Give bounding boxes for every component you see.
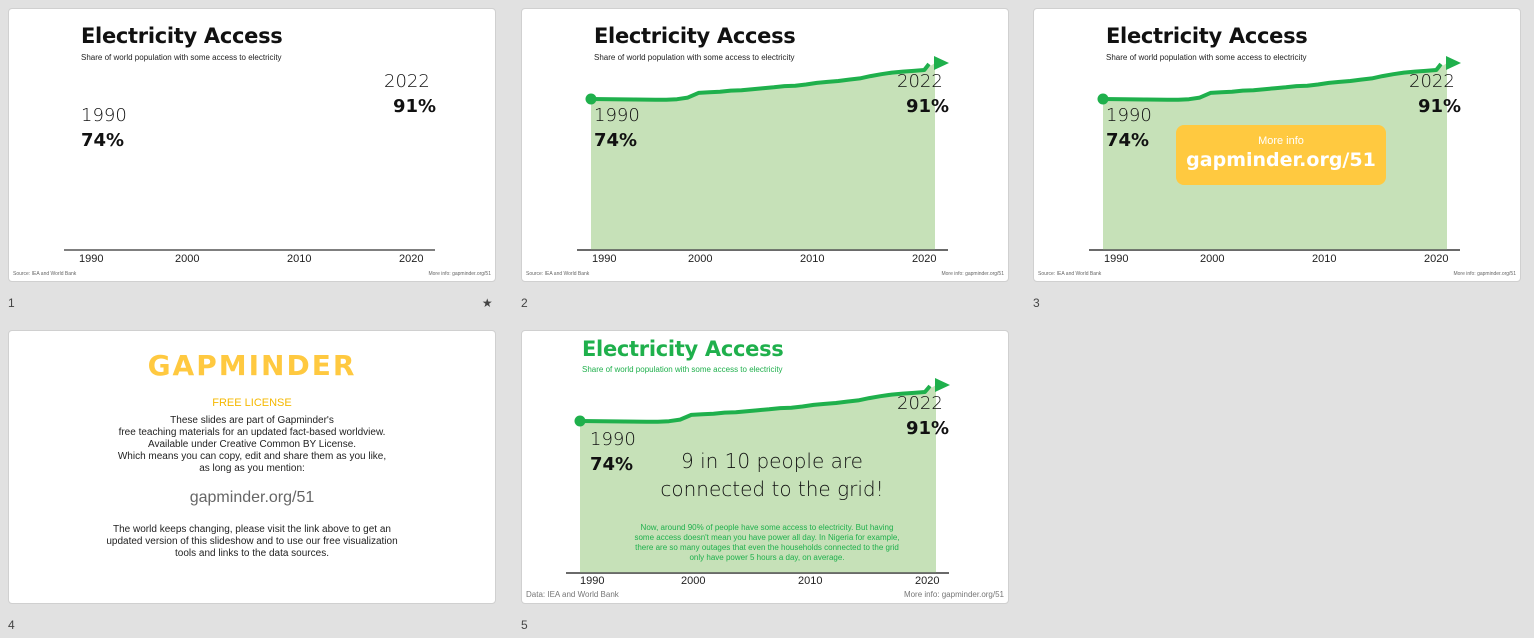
slide-thumbnail-2[interactable]: Electricity Access Share of world popula…: [521, 8, 1009, 282]
tick-label: 2020: [915, 575, 940, 587]
slide-number-2: 2: [521, 296, 528, 310]
tick-label: 1990: [79, 253, 104, 265]
arrow-head: [934, 56, 949, 70]
slide-number-4: 4: [8, 618, 15, 632]
source-note: Source: IEA and World Bank: [526, 271, 590, 277]
slide-subtitle: Share of world population with some acce…: [81, 53, 282, 62]
license-footer-line: updated version of this slideshow and to…: [106, 536, 398, 547]
area-fill: [591, 63, 935, 250]
slide-number-3: 3: [1033, 296, 1040, 310]
end-value-label: 91%: [1418, 96, 1462, 117]
tick-label: 2020: [912, 253, 937, 265]
tick-label: 2000: [688, 253, 713, 265]
end-year-label: 2022: [897, 71, 943, 92]
slide-number-5: 5: [521, 618, 528, 632]
end-year-label: 2022: [897, 393, 943, 414]
slide-number-1: 1: [8, 296, 15, 310]
license-heading: FREE LICENSE: [212, 397, 292, 409]
more-info-note: More info: gapminder.org/51: [941, 271, 1004, 277]
license-text-line: Available under Creative Common BY Licen…: [147, 439, 357, 450]
tick-label: 2010: [800, 253, 825, 265]
more-info-url[interactable]: gapminder.org/51: [1186, 149, 1376, 171]
slide-title: Electricity Access: [1106, 24, 1308, 48]
detail-line: only have power 5 hours a day, on averag…: [689, 553, 845, 562]
star-icon[interactable]: ★: [478, 296, 493, 310]
license-url[interactable]: gapminder.org/51: [189, 489, 315, 506]
source-note: Source: IEA and World Bank: [13, 271, 77, 277]
slide-title: Electricity Access: [582, 337, 784, 361]
tick-label: 2010: [1312, 253, 1337, 265]
start-year-label: 1990: [81, 105, 127, 126]
end-value-label: 91%: [906, 418, 950, 439]
license-text-line: These slides are part of Gapminder's: [170, 415, 334, 426]
start-year-label: 1990: [590, 429, 636, 450]
slide-thumbnail-5[interactable]: Electricity Access Share of world popula…: [521, 330, 1009, 604]
license-footer-line: The world keeps changing, please visit t…: [113, 524, 391, 535]
headline-line: 9 in 10 people are: [681, 449, 863, 473]
tick-label: 1990: [580, 575, 605, 587]
tick-label: 2020: [399, 253, 424, 265]
start-year-label: 1990: [1106, 105, 1152, 126]
tick-label: 2010: [287, 253, 312, 265]
slide-subtitle: Share of world population with some acce…: [594, 53, 795, 62]
end-value-label: 91%: [906, 96, 950, 117]
source-note: Data: IEA and World Bank: [526, 590, 619, 599]
headline-line: connected to the grid!: [660, 477, 884, 501]
end-year-label: 2022: [1409, 71, 1455, 92]
more-info-note: More info: gapminder.org/51: [1453, 271, 1516, 277]
slide-subtitle: Share of world population with some acce…: [1106, 53, 1307, 62]
license-text-line: free teaching materials for an updated f…: [118, 427, 386, 438]
detail-line: there are so many outages that even the …: [635, 543, 899, 552]
area-fill: [580, 385, 936, 573]
tick-label: 1990: [592, 253, 617, 265]
tick-label: 2000: [1200, 253, 1225, 265]
tick-label: 2000: [175, 253, 200, 265]
more-info-box[interactable]: More info gapminder.org/51: [1176, 125, 1386, 185]
end-year-label: 2022: [384, 71, 430, 92]
more-info-note: More info: gapminder.org/51: [428, 271, 491, 277]
start-value-label: 74%: [594, 130, 638, 151]
slide-thumbnail-1[interactable]: Electricity Access Share of world popula…: [8, 8, 496, 282]
arrow-head: [1446, 56, 1461, 70]
detail-line: Now, around 90% of people have some acce…: [640, 523, 894, 532]
arrow-head: [935, 378, 950, 392]
slide-title: Electricity Access: [594, 24, 796, 48]
series-line: [1102, 62, 1443, 102]
start-value-label: 74%: [1106, 130, 1150, 151]
license-text-line: Which means you can copy, edit and share…: [117, 451, 387, 462]
license-text-line: as long as you mention:: [199, 463, 305, 474]
detail-line: some access doesn't mean you have power …: [634, 533, 900, 542]
chart-area: [64, 249, 435, 251]
slide-thumbnail-3[interactable]: Electricity Access Share of world popula…: [1033, 8, 1521, 282]
start-value-label: 74%: [590, 454, 634, 475]
source-note: Source: IEA and World Bank: [1038, 271, 1102, 277]
slide-subtitle: Share of world population with some acce…: [582, 365, 783, 374]
start-value-label: 74%: [81, 130, 125, 151]
slide-title: Electricity Access: [81, 24, 283, 48]
tick-label: 1990: [1104, 253, 1129, 265]
series-line: [579, 384, 932, 424]
detail-message: Now, around 90% of people have some acce…: [602, 523, 932, 563]
license-footer-line: tools and links to the data sources.: [175, 548, 329, 559]
more-info-note: More info: gapminder.org/51: [903, 590, 1004, 599]
start-year-label: 1990: [594, 105, 640, 126]
chart-area: [566, 378, 950, 574]
headline-message: 9 in 10 people are connected to the grid…: [622, 447, 922, 503]
chart-area: [577, 56, 949, 251]
end-value-label: 91%: [393, 96, 437, 117]
tick-label: 2010: [798, 575, 823, 587]
gapminder-logo: GAPMINDER: [147, 349, 357, 382]
tick-label: 2000: [681, 575, 706, 587]
slide-thumbnail-4[interactable]: GAPMINDER FREE LICENSE These slides are …: [8, 330, 496, 604]
tick-label: 2020: [1424, 253, 1449, 265]
series-line: [590, 62, 931, 102]
more-info-label: More info: [1258, 135, 1304, 147]
